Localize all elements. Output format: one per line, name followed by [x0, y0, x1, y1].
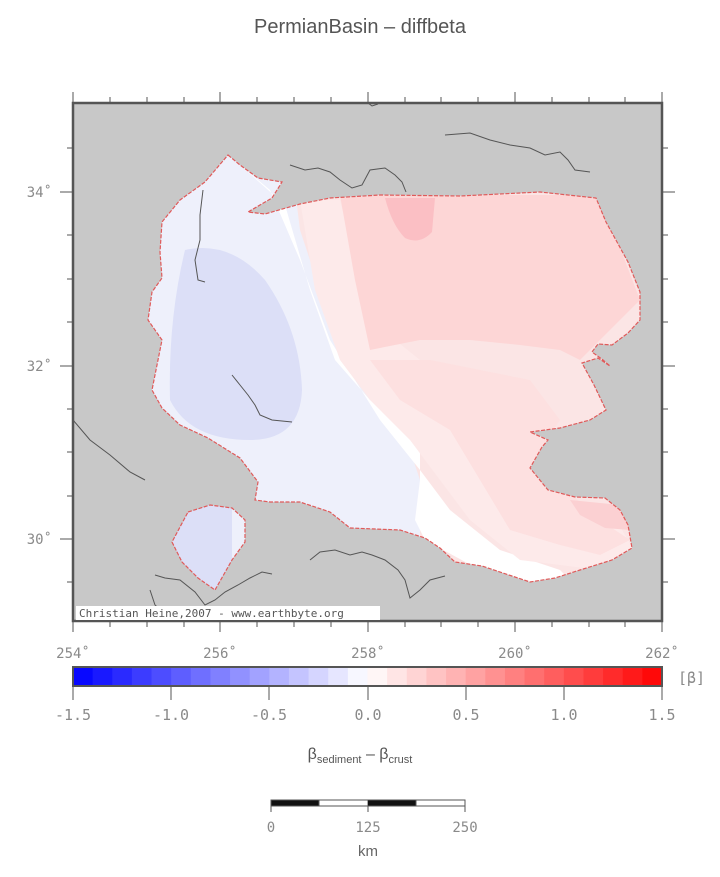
colorbar-swatch: [603, 667, 624, 686]
colorbar-swatch: [446, 667, 467, 686]
colorbar-swatch: [504, 667, 526, 686]
colorbar-swatch: [308, 667, 329, 686]
colorbar-swatch: [131, 667, 153, 686]
colorbar-swatch: [230, 667, 251, 686]
colorbar-swatch: [151, 667, 172, 686]
colorbar-formula: βsediment – βcrust: [0, 746, 720, 766]
formula-beta: β: [379, 746, 389, 763]
map-ticks: [60, 92, 675, 632]
scale-tick-label: 0: [267, 820, 275, 836]
colorbar-swatch: [485, 667, 506, 686]
colorbar-swatch: [524, 667, 545, 686]
colorbar-swatch: [563, 667, 584, 686]
lon-tick-label: 260˚: [498, 645, 532, 662]
colorbar-tick-label: 1.5: [648, 706, 675, 724]
colorbar-tick-label: -1.5: [55, 706, 91, 724]
map-title: PermianBasin – diffbeta: [254, 16, 466, 38]
colorbar-swatch: [112, 667, 133, 686]
colorbar-swatch: [288, 667, 310, 686]
colorbar-swatch: [171, 667, 192, 686]
scale-unit: km: [358, 843, 378, 860]
colorbar-swatch: [249, 667, 270, 686]
lon-tick-label: 256˚: [203, 645, 237, 662]
colorbar-swatch: [465, 667, 486, 686]
colorbar-swatch: [367, 667, 388, 686]
colorbar-swatch: [583, 667, 604, 686]
lon-tick-label: 258˚: [351, 645, 385, 662]
colorbar-swatch: [642, 667, 663, 686]
colorbar-swatch: [622, 667, 643, 686]
credit-text: Christian Heine,2007 - www.earthbyte.org: [79, 607, 344, 620]
formula-beta: β: [307, 746, 317, 763]
colorbar-tick-label: -0.5: [251, 706, 287, 724]
colorbar-tick-label: -1.0: [153, 706, 189, 724]
colorbar-swatch: [347, 667, 368, 686]
colorbar-swatch: [190, 667, 211, 686]
colorbar-swatch: [426, 667, 447, 686]
colorbar-swatch: [73, 667, 94, 686]
lon-tick-label: 262˚: [645, 645, 679, 662]
colorbar-ticks: [72, 686, 663, 700]
formula-subscript-sediment: sediment: [316, 754, 362, 767]
basin-outline-south: [171, 504, 246, 591]
scale-tick-label: 125: [355, 820, 380, 836]
formula-subscript-crust: crust: [388, 754, 413, 767]
formula-minus: –: [361, 746, 380, 763]
lat-tick-label: 32˚: [27, 358, 52, 375]
scale-tick-label: 250: [452, 820, 477, 836]
colorbar-swatch: [210, 667, 231, 686]
colorbar-swatch: [269, 667, 290, 686]
colorbar-swatch: [406, 667, 427, 686]
colorbar-tick-label: 1.0: [550, 706, 577, 724]
colorbar-swatch: [387, 667, 408, 686]
colorbar-tick-label: 0.5: [452, 706, 479, 724]
colorbar-unit: [β]: [678, 669, 705, 687]
basin-outline: [147, 154, 641, 583]
lon-tick-label: 254˚: [56, 645, 90, 662]
scale-bar: [270, 799, 466, 812]
credit-box: [76, 606, 380, 620]
lat-tick-label: 30˚: [27, 531, 52, 548]
colorbar-swatch: [544, 667, 565, 686]
lat-tick-label: 34˚: [27, 184, 52, 201]
colorbar-tick-label: 0.0: [354, 706, 381, 724]
colorbar-swatch: [92, 667, 113, 686]
colorbar-swatch: [328, 667, 349, 686]
colorbar: [73, 667, 663, 686]
